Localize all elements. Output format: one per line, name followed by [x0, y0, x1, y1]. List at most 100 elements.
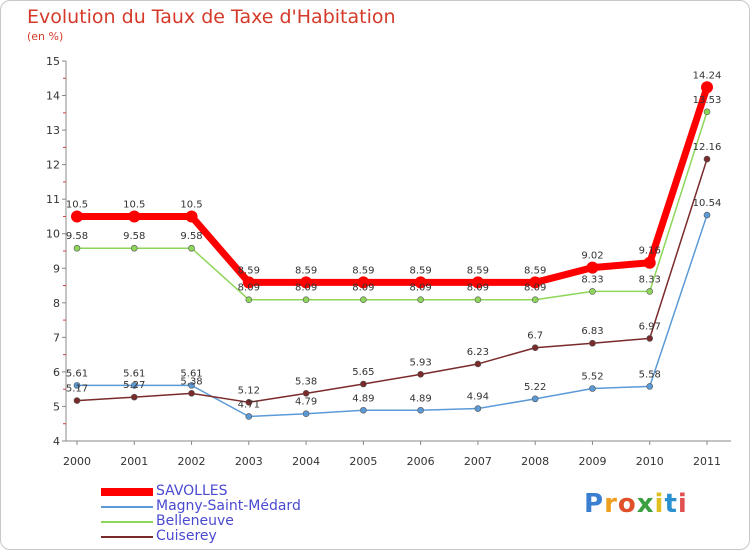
data-label: 4.79 [295, 397, 317, 408]
data-label: 8.09 [524, 283, 546, 294]
x-tick-label: 2002 [178, 455, 206, 468]
y-tick-label: 11 [46, 193, 60, 206]
data-point [73, 244, 81, 252]
data-point [589, 339, 596, 347]
data-label: 9.16 [639, 246, 661, 257]
proxiti-logo: Proxiti [584, 489, 688, 519]
x-tick-label: 2010 [636, 455, 664, 468]
data-label: 5.65 [352, 367, 374, 378]
data-point [701, 81, 713, 94]
data-point [130, 244, 138, 252]
y-tick-label: 6 [53, 366, 60, 379]
data-point [643, 256, 656, 269]
data-point [589, 385, 596, 392]
data-label: 10.5 [123, 199, 145, 210]
y-tick-label: 13 [46, 124, 60, 137]
logo-letter: i [677, 489, 688, 519]
data-point [302, 410, 310, 418]
data-label: 5.22 [524, 382, 546, 393]
legend-swatch [101, 506, 153, 508]
data-point [245, 296, 253, 304]
data-point [71, 210, 83, 223]
data-point [360, 406, 367, 414]
data-label: 8.09 [467, 283, 489, 294]
data-label: 13.53 [693, 95, 722, 106]
data-point [417, 406, 424, 414]
data-point [414, 276, 427, 289]
data-label: 5.52 [581, 371, 603, 382]
logo-letter: o [617, 489, 637, 519]
data-label: 4.89 [352, 393, 374, 404]
data-label: 5.38 [295, 376, 317, 387]
data-label: 8.09 [410, 283, 432, 294]
data-label: 5.27 [123, 380, 145, 391]
y-tick-label: 7 [53, 331, 60, 344]
data-point [242, 276, 255, 289]
data-label: 6.23 [467, 347, 489, 358]
data-label: 4.94 [467, 392, 489, 403]
data-point [474, 296, 482, 304]
data-point [130, 382, 138, 389]
y-tick-label: 10 [46, 228, 60, 241]
data-label: 8.09 [295, 283, 317, 294]
data-point [188, 382, 195, 389]
data-point [188, 244, 195, 252]
chart-title: Evolution du Taux de Taxe d'Habitation [27, 6, 396, 28]
series-line [77, 111, 708, 301]
data-label: 8.59 [524, 265, 546, 276]
data-point [130, 393, 138, 401]
data-point [245, 399, 253, 406]
data-point [188, 390, 195, 397]
data-label: 4.71 [238, 399, 260, 410]
data-label: 10.5 [66, 199, 88, 210]
x-tick-label: 2009 [578, 455, 606, 468]
data-label: 5.12 [238, 385, 260, 396]
data-label: 9.58 [123, 231, 145, 242]
y-tick-label: 4 [53, 435, 60, 448]
y-tick-label: 12 [46, 159, 60, 172]
data-label: 12.16 [693, 142, 722, 153]
data-label: 8.09 [238, 283, 260, 294]
legend-label: SAVOLLES [156, 483, 228, 499]
data-label: 9.02 [581, 251, 603, 262]
data-point [646, 288, 654, 295]
logo-letter: t [664, 489, 678, 519]
y-tick-label: 15 [46, 55, 60, 68]
data-point [417, 296, 424, 304]
y-tick-label: 8 [53, 297, 60, 310]
data-point [589, 288, 596, 295]
logo-letter: P [584, 489, 605, 519]
data-point [529, 276, 542, 289]
data-point [646, 383, 654, 390]
x-tick-label: 2005 [349, 455, 377, 468]
data-point [531, 395, 539, 403]
data-label: 4.89 [410, 393, 432, 404]
data-point [73, 397, 81, 404]
data-label: 8.33 [639, 274, 661, 285]
data-point [586, 261, 599, 274]
data-point [300, 276, 313, 289]
data-point [703, 155, 711, 163]
data-point [302, 296, 310, 304]
series-line [76, 158, 708, 404]
chart-unit: (en %) [27, 30, 64, 43]
x-tick-label: 2008 [521, 455, 549, 468]
x-tick-label: 2001 [120, 455, 148, 468]
data-point [703, 108, 711, 116]
data-label: 6.7 [527, 331, 543, 342]
data-label: 8.59 [352, 265, 374, 276]
data-point [360, 380, 367, 388]
y-tick-label: 5 [53, 400, 60, 413]
logo-letter: x [636, 489, 655, 519]
data-point [357, 276, 370, 289]
series-line [77, 86, 711, 286]
data-point [474, 405, 482, 412]
data-point [646, 335, 654, 342]
x-tick-label: 2006 [407, 455, 435, 468]
x-tick-label: 2007 [464, 455, 492, 468]
data-label: 10.5 [180, 199, 202, 210]
x-tick-label: 2000 [63, 455, 91, 468]
legend-swatch [101, 536, 153, 538]
data-label: 5.61 [180, 368, 202, 379]
